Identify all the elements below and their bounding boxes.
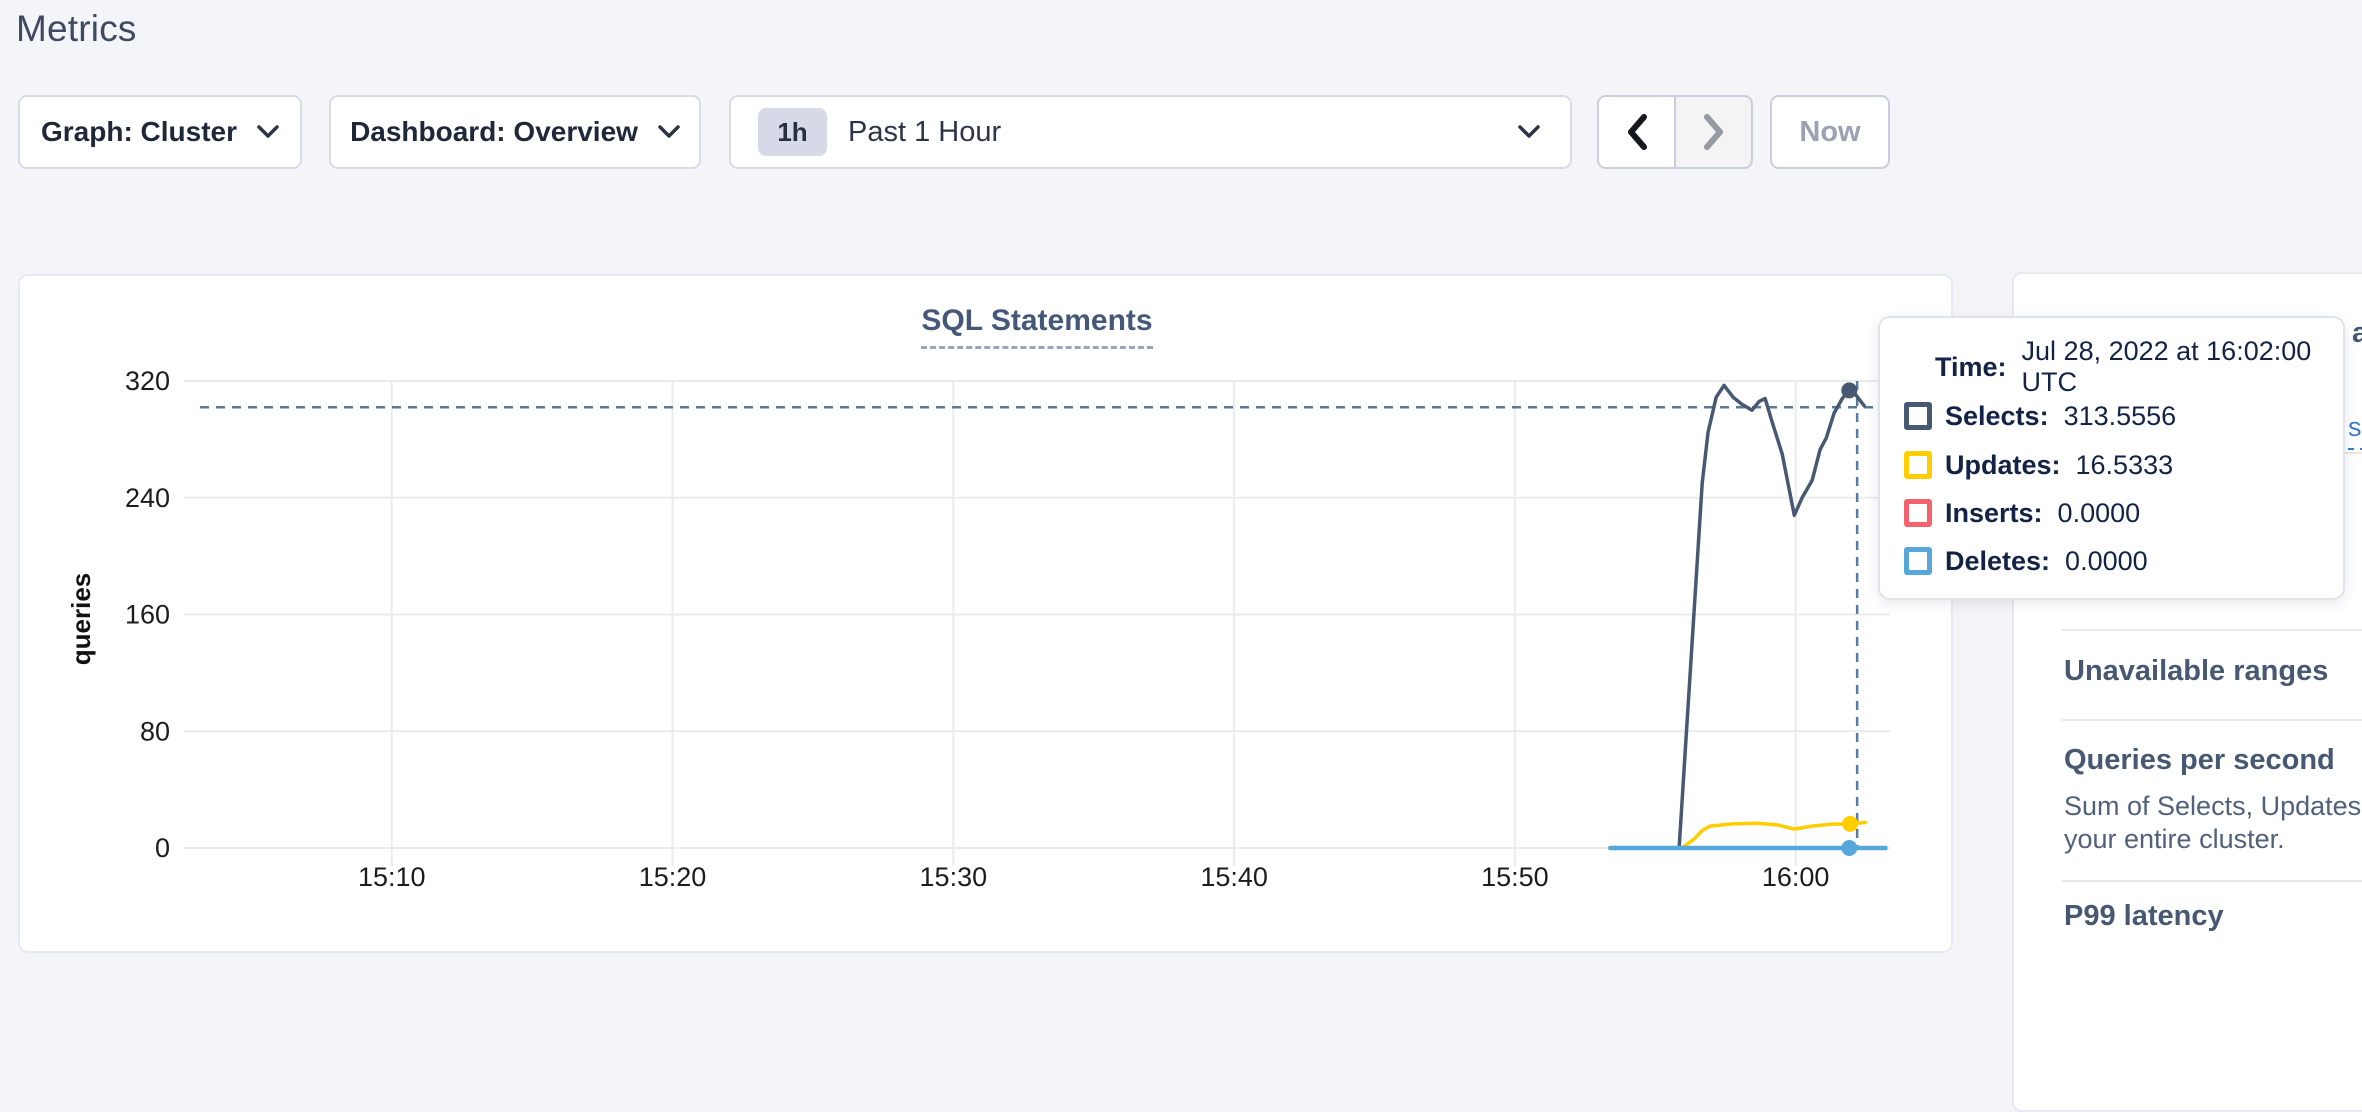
deletes-swatch-icon bbox=[1904, 547, 1932, 575]
x-tick-label: 15:10 bbox=[358, 862, 426, 892]
time-step-arrows bbox=[1597, 95, 1753, 169]
updates-swatch-icon bbox=[1904, 451, 1932, 479]
y-tick-label: 160 bbox=[125, 600, 170, 630]
selects-swatch-icon bbox=[1904, 402, 1932, 430]
chevron-right-icon bbox=[1703, 114, 1723, 150]
sql-statements-chart-card: SQL Statements 15:10 15:20 15:30 15:40 15:50… bbox=[18, 274, 1953, 953]
graph-dropdown[interactable]: Graph: Cluster bbox=[18, 95, 302, 169]
chevron-down-icon bbox=[658, 125, 680, 138]
chevron-down-icon bbox=[257, 125, 279, 138]
tooltip-row-value: 0.0000 bbox=[2065, 545, 2148, 576]
sql-statements-chart-plot[interactable]: 15:10 15:20 15:30 15:40 15:50 16:00 0 80 160 240 3… bbox=[20, 276, 1951, 951]
x-tick-label: 15:40 bbox=[1200, 862, 1268, 892]
hover-marker-selects bbox=[1841, 382, 1858, 399]
sidebar-partial-heading: a bbox=[2352, 317, 2362, 349]
y-tick-label: 0 bbox=[155, 833, 170, 863]
inserts-swatch-icon bbox=[1904, 499, 1932, 527]
chart-title-link[interactable]: SQL Statements bbox=[921, 304, 1153, 349]
sidebar-heading-p99-latency: P99 latency bbox=[2064, 900, 2224, 932]
tooltip-inserts-row: Inserts: 0.0000 bbox=[1904, 495, 2140, 531]
x-tick-label: 15:30 bbox=[920, 862, 988, 892]
tooltip-time-value: Jul 28, 2022 at 16:02:00 UTC bbox=[2021, 336, 2312, 397]
hover-marker-updates bbox=[1842, 815, 1859, 832]
tooltip-row-value: 313.5556 bbox=[2063, 400, 2177, 431]
page-title: Metrics bbox=[16, 8, 137, 49]
x-tick-label: 16:00 bbox=[1762, 862, 1830, 892]
y-tick-label: 240 bbox=[125, 483, 170, 513]
sidebar-desc-line: Sum of Selects, Updates, Inserts and Del… bbox=[2064, 791, 2362, 821]
divider bbox=[2062, 880, 2362, 882]
sidebar-heading-unavailable-ranges: Unavailable ranges bbox=[2064, 655, 2329, 687]
hover-marker-deletes bbox=[1841, 840, 1858, 856]
chart-hover-tooltip: Time: Jul 28, 2022 at 16:02:00 UTC Selec… bbox=[1878, 316, 2345, 600]
chevron-down-icon bbox=[1518, 125, 1540, 138]
series-line-updates bbox=[1608, 820, 1868, 850]
dashboard-dropdown[interactable]: Dashboard: Overview bbox=[329, 95, 701, 169]
chart-title-wrap: SQL Statements bbox=[184, 304, 1890, 349]
y-tick-label: 320 bbox=[125, 366, 170, 396]
tooltip-row-value: 16.5333 bbox=[2075, 449, 2174, 480]
tooltip-selects-row: Selects: 313.5556 bbox=[1904, 398, 2176, 434]
chevron-left-icon bbox=[1627, 114, 1647, 150]
series-line-selects bbox=[1608, 383, 1866, 850]
y-tick-label: 80 bbox=[140, 716, 170, 746]
graph-dropdown-label: Graph: Cluster bbox=[40, 116, 238, 147]
tooltip-row-label: Selects: bbox=[1945, 400, 2049, 431]
tooltip-row-label: Inserts: bbox=[1945, 497, 2043, 528]
divider bbox=[2062, 719, 2362, 721]
x-tick-label: 15:50 bbox=[1481, 862, 1549, 892]
sidebar-desc-line: your entire cluster. bbox=[2064, 824, 2285, 854]
metrics-page: { "page": { "title": "Metrics" }, "toolb… bbox=[16, 8, 2362, 1112]
y-axis-title: queries bbox=[66, 573, 96, 666]
x-tick-label: 15:20 bbox=[639, 862, 707, 892]
sidebar-partial-link[interactable]: s bbox=[2348, 412, 2362, 450]
sidebar-heading-queries-per-second: Queries per second bbox=[2064, 744, 2335, 776]
time-range-label: Past 1 Hour bbox=[848, 115, 1002, 148]
tooltip-updates-row: Updates: 16.5333 bbox=[1904, 447, 2173, 483]
time-range-selector[interactable]: 1h Past 1 Hour bbox=[729, 95, 1572, 169]
dashboard-dropdown-label: Dashboard: Overview bbox=[350, 116, 638, 147]
divider bbox=[2062, 629, 2362, 631]
time-range-badge: 1h bbox=[758, 108, 827, 156]
prev-interval-button[interactable] bbox=[1599, 97, 1676, 167]
tooltip-row-label: Updates: bbox=[1945, 449, 2061, 480]
next-interval-button[interactable] bbox=[1676, 97, 1751, 167]
tooltip-time-label: Time: bbox=[1935, 351, 2007, 382]
tooltip-row-label: Deletes: bbox=[1945, 545, 2051, 576]
tooltip-row-value: 0.0000 bbox=[2057, 497, 2141, 528]
tooltip-time-row: Time: Jul 28, 2022 at 16:02:00 UTC bbox=[1935, 336, 2343, 397]
tooltip-deletes-row: Deletes: 0.0000 bbox=[1904, 543, 2148, 579]
now-button[interactable]: Now bbox=[1770, 95, 1890, 169]
